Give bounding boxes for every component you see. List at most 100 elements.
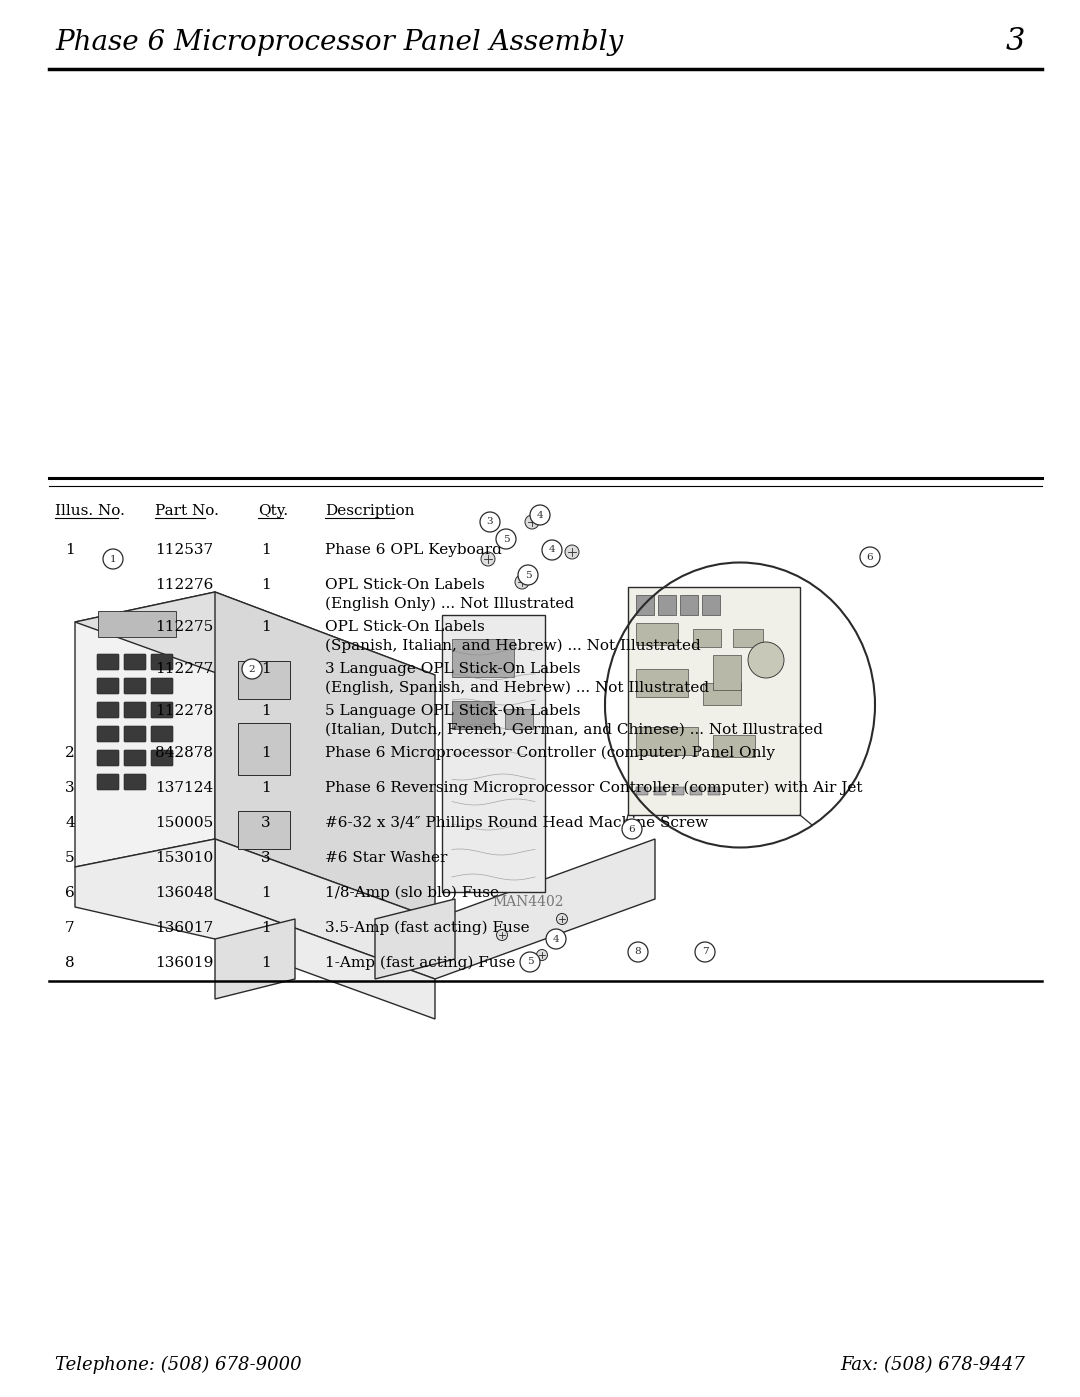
Bar	[703, 683, 741, 705]
Text: 8: 8	[65, 956, 75, 970]
Text: Phase 6 Microprocessor Panel Assembly: Phase 6 Microprocessor Panel Assembly	[55, 28, 623, 56]
Text: OPL Stick-On Labels: OPL Stick-On Labels	[325, 578, 485, 592]
Bar	[453, 638, 514, 678]
Text: 3: 3	[487, 517, 494, 527]
Text: 842878: 842878	[156, 746, 213, 760]
Text: 150005: 150005	[156, 816, 213, 830]
Text: 7: 7	[65, 921, 75, 935]
Text: 6: 6	[866, 552, 874, 562]
Bar	[636, 595, 654, 615]
FancyBboxPatch shape	[151, 678, 173, 694]
FancyBboxPatch shape	[151, 750, 173, 766]
Circle shape	[496, 529, 516, 549]
FancyBboxPatch shape	[124, 703, 146, 718]
Circle shape	[497, 929, 508, 940]
Bar	[713, 735, 755, 757]
Text: OPL Stick-On Labels: OPL Stick-On Labels	[325, 620, 485, 634]
Text: 136048: 136048	[156, 886, 213, 900]
Text: 3.5-Amp (fast acting) Fuse: 3.5-Amp (fast acting) Fuse	[325, 921, 529, 936]
Circle shape	[748, 643, 784, 678]
Bar	[453, 701, 494, 729]
Bar	[672, 787, 684, 795]
Text: #6 Star Washer: #6 Star Washer	[325, 851, 447, 865]
Circle shape	[525, 515, 539, 529]
FancyBboxPatch shape	[97, 750, 119, 766]
Bar	[636, 726, 698, 754]
Bar	[654, 787, 666, 795]
Text: 1: 1	[261, 543, 271, 557]
Text: 153010: 153010	[156, 851, 213, 865]
FancyBboxPatch shape	[97, 678, 119, 694]
Bar	[636, 669, 688, 697]
Polygon shape	[215, 840, 654, 979]
FancyBboxPatch shape	[97, 774, 119, 789]
Text: 2: 2	[65, 746, 75, 760]
Text: 5: 5	[65, 851, 75, 865]
Polygon shape	[215, 919, 295, 999]
Text: 1: 1	[261, 956, 271, 970]
Bar	[733, 629, 762, 647]
Text: 1: 1	[261, 886, 271, 900]
Text: 112276: 112276	[156, 578, 214, 592]
Text: 1: 1	[65, 543, 75, 557]
Text: 3: 3	[261, 816, 271, 830]
Circle shape	[696, 942, 715, 963]
FancyBboxPatch shape	[97, 726, 119, 742]
Text: 4: 4	[553, 935, 559, 943]
Circle shape	[546, 929, 566, 949]
Circle shape	[242, 659, 262, 679]
Text: 4: 4	[549, 545, 555, 555]
Text: Telephone: (508) 678-9000: Telephone: (508) 678-9000	[55, 1356, 301, 1375]
Text: #6-32 x 3/4″ Phillips Round Head Machine Screw: #6-32 x 3/4″ Phillips Round Head Machine…	[325, 816, 708, 830]
Polygon shape	[442, 615, 545, 893]
Text: 5: 5	[502, 535, 510, 543]
Text: 1: 1	[261, 662, 271, 676]
Text: 3: 3	[1005, 27, 1025, 57]
Circle shape	[519, 951, 540, 972]
Text: 4: 4	[537, 510, 543, 520]
FancyBboxPatch shape	[151, 703, 173, 718]
Text: Phase 6 OPL Keyboard: Phase 6 OPL Keyboard	[325, 543, 502, 557]
Text: 112278: 112278	[156, 704, 213, 718]
Text: 2: 2	[248, 665, 255, 673]
Text: MAN4402: MAN4402	[492, 895, 564, 909]
Bar	[636, 623, 678, 645]
Circle shape	[542, 541, 562, 560]
Text: Description: Description	[325, 504, 415, 518]
Text: 136019: 136019	[156, 956, 214, 970]
Text: 1: 1	[261, 578, 271, 592]
Polygon shape	[215, 592, 435, 919]
Bar	[238, 812, 291, 849]
Text: 136017: 136017	[156, 921, 213, 935]
Circle shape	[627, 942, 648, 963]
Bar	[713, 655, 741, 690]
Circle shape	[103, 549, 123, 569]
FancyBboxPatch shape	[124, 726, 146, 742]
Polygon shape	[75, 592, 215, 868]
Circle shape	[518, 564, 538, 585]
Bar	[505, 710, 534, 729]
Circle shape	[530, 504, 550, 525]
Circle shape	[622, 819, 642, 840]
Text: 3 Language OPL Stick-On Labels: 3 Language OPL Stick-On Labels	[325, 662, 581, 676]
Text: Phase 6 Reversing Microprocessor Controller (computer) with Air Jet: Phase 6 Reversing Microprocessor Control…	[325, 781, 863, 795]
Text: 7: 7	[702, 947, 708, 957]
Text: 1: 1	[261, 704, 271, 718]
FancyBboxPatch shape	[124, 678, 146, 694]
Circle shape	[860, 548, 880, 567]
Text: 8: 8	[635, 947, 642, 957]
Text: 5: 5	[527, 957, 534, 967]
Text: 1/8-Amp (slo blo) Fuse: 1/8-Amp (slo blo) Fuse	[325, 886, 499, 901]
Bar	[238, 661, 291, 698]
Text: Fax: (508) 678-9447: Fax: (508) 678-9447	[840, 1356, 1025, 1375]
Text: 6: 6	[629, 824, 635, 834]
Text: (English, Spanish, and Hebrew) ... Not Illustrated: (English, Spanish, and Hebrew) ... Not I…	[325, 680, 710, 696]
Bar	[690, 787, 702, 795]
Text: 4: 4	[65, 816, 75, 830]
Text: 137124: 137124	[156, 781, 213, 795]
Text: 1: 1	[110, 555, 117, 563]
Text: 1-Amp (fast acting) Fuse: 1-Amp (fast acting) Fuse	[325, 956, 515, 971]
Bar	[708, 787, 720, 795]
Bar	[693, 629, 721, 647]
Text: 6: 6	[65, 886, 75, 900]
